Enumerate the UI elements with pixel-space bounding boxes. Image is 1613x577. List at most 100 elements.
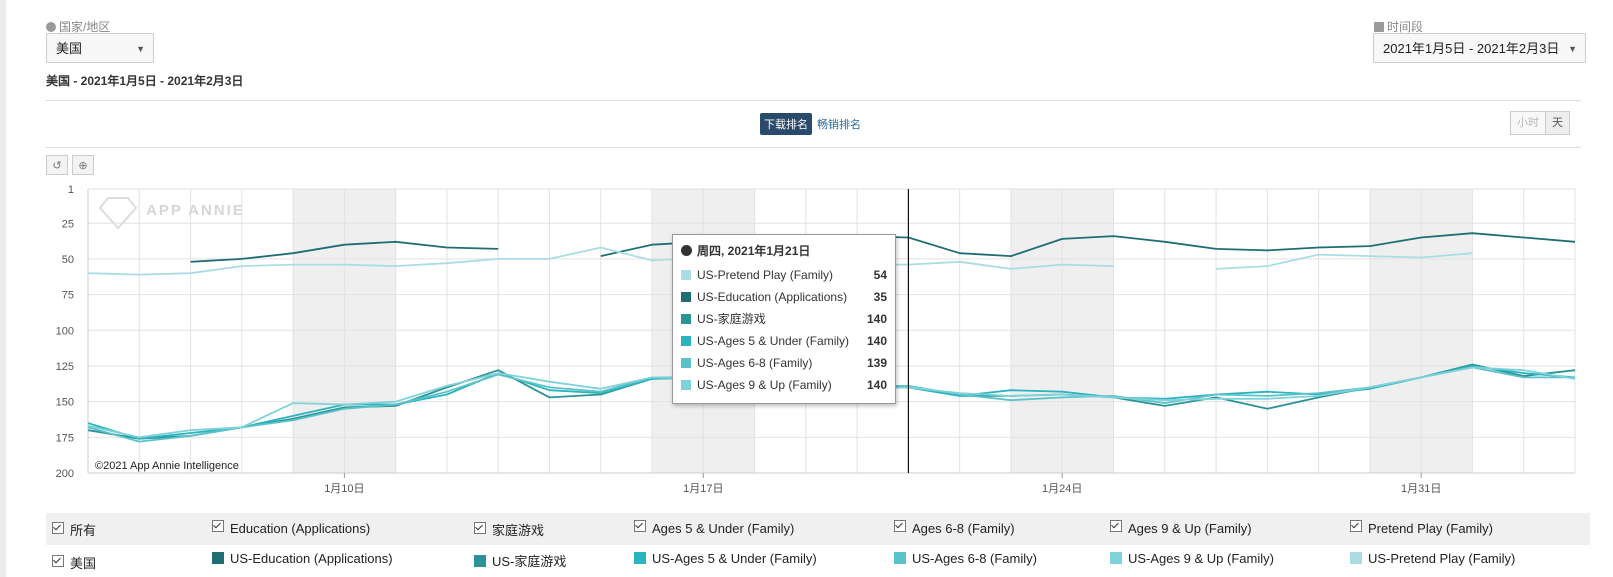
series-swatch bbox=[681, 358, 691, 368]
series-swatch bbox=[1350, 552, 1362, 564]
series-swatch bbox=[634, 552, 646, 564]
left-edge-bar bbox=[0, 0, 6, 577]
checkbox-icon bbox=[1350, 520, 1362, 532]
legend-filter-band bbox=[46, 513, 1590, 545]
tooltip-title-row: 周四, 2021年1月21日 bbox=[681, 242, 887, 259]
checkbox-icon bbox=[1110, 520, 1122, 532]
legend-series-label: US-Ages 5 & Under (Family) bbox=[652, 551, 817, 566]
checkbox-icon bbox=[52, 555, 64, 567]
zoom-button[interactable]: ⊕ bbox=[72, 155, 94, 175]
legend-filter-ages-9-up[interactable]: Ages 9 & Up (Family) bbox=[1110, 520, 1252, 536]
legend-filter-label: 家庭游戏 bbox=[492, 523, 545, 538]
divider bbox=[46, 147, 1581, 148]
tooltip-title: 周四, 2021年1月21日 bbox=[697, 244, 811, 258]
tooltip-value: 140 bbox=[866, 312, 887, 326]
period-select[interactable]: 2021年1月5日 - 2021年2月3日 ▼ bbox=[1373, 33, 1586, 63]
legend-series-label: US-Pretend Play (Family) bbox=[1368, 551, 1516, 566]
tooltip-series-name: US-家庭游戏 bbox=[697, 312, 766, 326]
series-line bbox=[87, 246, 1473, 276]
country-select-value: 美国 bbox=[56, 41, 83, 56]
x-tick-label: 1月31日 bbox=[1401, 483, 1441, 495]
series-swatch bbox=[681, 314, 691, 324]
legend-series-label: US-Ages 6-8 (Family) bbox=[912, 551, 1037, 566]
checkbox-icon bbox=[212, 520, 224, 532]
legend-series-item[interactable]: US-Education (Applications) bbox=[212, 551, 393, 566]
granularity-day[interactable]: 天 bbox=[1545, 112, 1569, 134]
series-swatch bbox=[1110, 552, 1122, 564]
tooltip-series-name: US-Ages 6-8 (Family) bbox=[697, 356, 813, 370]
granularity-toggle: 小时 天 bbox=[1510, 111, 1570, 135]
reset-zoom-button[interactable]: ↺ bbox=[46, 155, 68, 175]
y-tick-label: 175 bbox=[56, 432, 74, 444]
tooltip-row: US-Education (Applications) 35 bbox=[681, 286, 887, 308]
tooltip-value: 139 bbox=[866, 356, 887, 370]
legend-filter-label: Ages 9 & Up (Family) bbox=[1128, 521, 1252, 536]
y-tick-label: 50 bbox=[62, 254, 74, 266]
legend-series-item[interactable]: US-Ages 5 & Under (Family) bbox=[634, 551, 817, 566]
country-filter-label: 国家/地区 bbox=[46, 18, 110, 35]
legend-series-item[interactable]: US-Ages 6-8 (Family) bbox=[894, 551, 1037, 566]
legend-country-us[interactable]: 美国 bbox=[52, 553, 96, 572]
tooltip-value: 140 bbox=[866, 378, 887, 392]
series-swatch bbox=[681, 270, 691, 280]
legend-series-label: US-家庭游戏 bbox=[492, 554, 567, 569]
tooltip-series-name: US-Education (Applications) bbox=[697, 290, 848, 304]
legend-series-item[interactable]: US-Pretend Play (Family) bbox=[1350, 551, 1515, 566]
legend-filter-ages-6-8[interactable]: Ages 6-8 (Family) bbox=[894, 520, 1015, 536]
calendar-icon bbox=[1374, 22, 1384, 32]
undo-icon: ↺ bbox=[52, 160, 62, 172]
tab-downloads[interactable]: 下载排名 bbox=[760, 113, 812, 135]
tooltip-series-name: US-Pretend Play (Family) bbox=[697, 268, 834, 282]
chevron-down-icon: ▼ bbox=[136, 44, 145, 54]
tooltip-row: US-Ages 6-8 (Family) 139 bbox=[681, 352, 887, 374]
legend-filter-family-games[interactable]: 家庭游戏 bbox=[474, 520, 544, 539]
tooltip-value: 35 bbox=[873, 290, 887, 304]
legend-filter-ages-5-under[interactable]: Ages 5 & Under (Family) bbox=[634, 520, 794, 536]
y-tick-label: 25 bbox=[62, 218, 74, 230]
legend-series-label: US-Education (Applications) bbox=[230, 551, 393, 566]
legend-series-label: US-Ages 9 & Up (Family) bbox=[1128, 551, 1274, 566]
checkbox-icon bbox=[52, 522, 64, 534]
legend-filter-pretend-play[interactable]: Pretend Play (Family) bbox=[1350, 520, 1493, 536]
x-tick-label: 1月17日 bbox=[683, 483, 723, 495]
globe-icon bbox=[681, 245, 692, 256]
watermark-text: APP ANNIE bbox=[146, 202, 245, 219]
series-swatch bbox=[681, 336, 691, 346]
divider bbox=[46, 100, 1581, 101]
series-swatch bbox=[474, 555, 486, 567]
y-tick-label: 150 bbox=[56, 397, 74, 409]
y-tick-label: 75 bbox=[62, 290, 74, 302]
chart-tooltip: 周四, 2021年1月21日 US-Pretend Play (Family) 5… bbox=[672, 234, 896, 404]
legend-filter-education[interactable]: Education (Applications) bbox=[212, 520, 370, 536]
x-tick-label: 1月24日 bbox=[1042, 483, 1082, 495]
rank-tabs: 下载排名 畅销排名 bbox=[760, 113, 863, 135]
series-swatch bbox=[681, 380, 691, 390]
y-tick-label: 1 bbox=[68, 184, 74, 196]
period-select-value: 2021年1月5日 - 2021年2月3日 bbox=[1383, 41, 1560, 56]
granularity-hour[interactable]: 小时 bbox=[1511, 112, 1545, 134]
checkbox-icon bbox=[894, 520, 906, 532]
period-label-text: 时间段 bbox=[1387, 20, 1424, 34]
legend-filter-label: Ages 6-8 (Family) bbox=[912, 521, 1015, 536]
x-tick-label: 1月10日 bbox=[324, 483, 364, 495]
series-swatch bbox=[212, 552, 224, 564]
legend-country-label: 美国 bbox=[70, 556, 97, 571]
copyright-text: ©2021 App Annie Intelligence bbox=[95, 460, 239, 472]
country-select[interactable]: 美国 ▼ bbox=[46, 33, 154, 63]
app-annie-logo-icon bbox=[98, 197, 138, 230]
tooltip-row: US-Ages 5 & Under (Family) 140 bbox=[681, 330, 887, 352]
tooltip-series-name: US-Ages 9 & Up (Family) bbox=[697, 378, 832, 392]
legend-series-item[interactable]: US-Ages 9 & Up (Family) bbox=[1110, 551, 1274, 566]
checkbox-icon bbox=[474, 522, 486, 534]
chevron-down-icon: ▼ bbox=[1568, 44, 1577, 54]
legend-filter-label: 所有 bbox=[70, 523, 97, 538]
zoom-in-icon: ⊕ bbox=[78, 160, 88, 172]
legend-filter-all[interactable]: 所有 bbox=[52, 520, 96, 539]
legend-series-item[interactable]: US-家庭游戏 bbox=[474, 551, 566, 570]
series-swatch bbox=[894, 552, 906, 564]
tab-grossing[interactable]: 畅销排名 bbox=[817, 119, 862, 131]
checkbox-icon bbox=[634, 520, 646, 532]
y-tick-label: 100 bbox=[56, 325, 74, 337]
y-tick-label: 125 bbox=[56, 361, 74, 373]
tooltip-row: US-Ages 9 & Up (Family) 140 bbox=[681, 374, 887, 396]
